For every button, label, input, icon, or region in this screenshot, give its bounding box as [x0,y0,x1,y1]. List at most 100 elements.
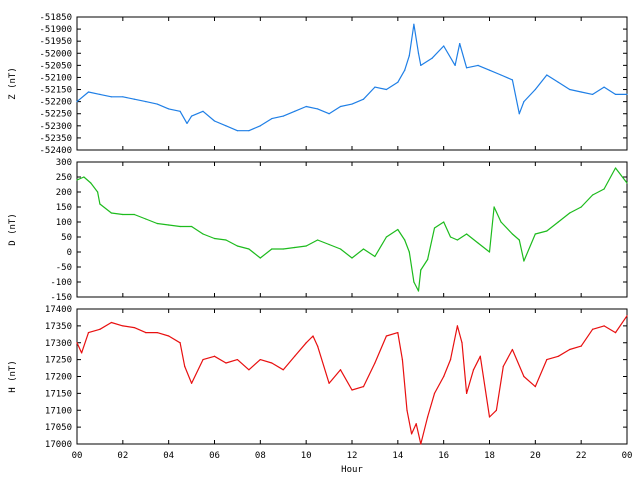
x-tick-label: 20 [530,451,541,461]
data-point [603,188,605,190]
data-point [271,362,273,364]
data-point [156,222,158,225]
data-point [408,251,410,253]
y-tick-label: 200 [56,188,72,198]
data-point [404,239,406,241]
x-tick-label: 22 [576,451,587,461]
data-point [213,237,216,240]
data-point [420,64,422,66]
data-point [248,248,250,250]
y-tick-label: -51900 [39,25,72,35]
y-tick-label: 17150 [45,389,72,399]
data-point [110,321,112,324]
data-point [362,386,365,388]
y-tick-label: -52150 [39,86,72,96]
data-point [122,96,124,98]
y-tick-label: 300 [56,158,72,168]
data-point [614,332,617,334]
series-line [76,315,628,445]
data-point [518,113,520,115]
data-point [465,392,468,394]
x-tick-label: 08 [255,451,266,461]
plot-frame [76,16,628,151]
data-point [477,242,479,244]
data-point [76,342,78,344]
y-tick-label: 100 [56,218,72,228]
data-point [569,212,571,214]
data-point [401,359,404,361]
data-point [328,243,330,246]
data-point [190,225,193,228]
data-point [488,69,491,71]
data-point [454,64,456,66]
data-point [202,233,204,235]
data-point [110,96,112,98]
data-point [397,81,399,83]
data-point [580,345,582,347]
data-point [500,74,502,76]
data-point [328,382,330,384]
y-tick-label: -52300 [39,122,72,132]
data-point [282,248,284,250]
data-point [317,345,319,347]
data-point [385,236,387,238]
data-point [511,79,514,81]
data-point [523,375,525,378]
data-point [145,218,147,220]
data-point [569,88,571,91]
data-point [385,88,387,91]
data-point [511,348,514,351]
data-point [385,335,387,337]
data-point [351,257,353,259]
data-point [523,101,525,103]
data-point [305,245,307,247]
data-point [168,108,170,110]
data-point [417,52,420,54]
data-point [479,355,481,357]
data-point [317,108,319,110]
y-tick-label: 17250 [45,356,72,366]
y-tick-label: -52250 [39,110,72,120]
data-point [417,290,420,292]
data-point [83,176,85,178]
x-tick-label: 00 [622,451,633,461]
data-point [87,91,90,93]
data-point [213,120,216,122]
x-tick-label: 02 [117,451,128,461]
data-point [443,45,445,47]
data-point [592,93,594,95]
data-point [461,342,463,344]
data-point [76,179,78,181]
data-point [294,246,296,249]
x-tick-label: 06 [209,451,220,461]
data-point [202,110,204,112]
data-point [420,269,422,271]
data-point [190,382,193,384]
data-point [488,251,491,253]
y-axis-label: Z (nT) [8,67,18,100]
y-tick-label: 17400 [45,305,72,315]
data-point [248,130,250,132]
x-tick-label: 10 [301,451,312,461]
data-point [472,369,475,371]
y-tick-label: 150 [56,203,72,213]
data-point [626,93,628,95]
data-point [179,110,181,112]
data-point [495,409,497,411]
data-point [459,43,461,45]
data-point [534,386,536,388]
data-point [406,409,408,411]
data-point [271,117,273,120]
data-point [500,221,502,223]
data-point [236,130,239,132]
data-point [410,433,413,435]
data-point [76,101,78,103]
plot-frame [76,308,628,445]
data-point [397,228,399,231]
data-point [145,332,147,334]
data-point [312,335,314,337]
plot-frame [76,161,628,298]
data-point [580,91,582,93]
x-tick-label: 18 [484,451,495,461]
data-point [236,359,239,361]
